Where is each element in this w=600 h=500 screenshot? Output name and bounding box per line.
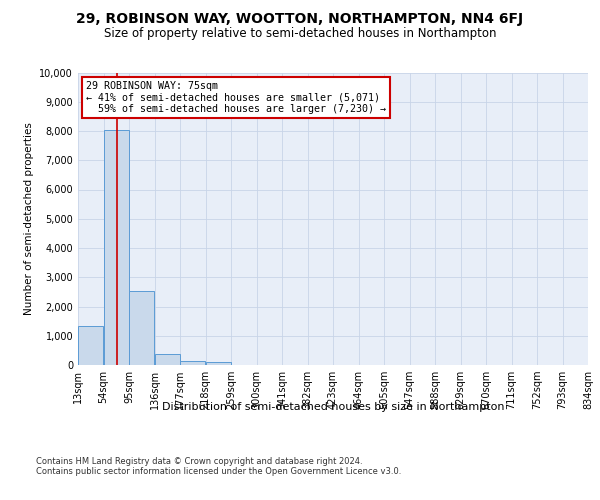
Text: Size of property relative to semi-detached houses in Northampton: Size of property relative to semi-detach…: [104, 28, 496, 40]
Bar: [104, 130, 129, 365]
Text: Distribution of semi-detached houses by size in Northampton: Distribution of semi-detached houses by …: [162, 402, 504, 412]
Text: 29 ROBINSON WAY: 75sqm
← 41% of semi-detached houses are smaller (5,071)
  59% o: 29 ROBINSON WAY: 75sqm ← 41% of semi-det…: [86, 82, 386, 114]
Bar: [180, 361, 205, 365]
Bar: [205, 362, 231, 365]
Bar: [155, 354, 180, 365]
Bar: [129, 291, 154, 365]
Bar: [78, 326, 103, 365]
Text: Contains public sector information licensed under the Open Government Licence v3: Contains public sector information licen…: [36, 468, 401, 476]
Text: 29, ROBINSON WAY, WOOTTON, NORTHAMPTON, NN4 6FJ: 29, ROBINSON WAY, WOOTTON, NORTHAMPTON, …: [76, 12, 524, 26]
Text: Contains HM Land Registry data © Crown copyright and database right 2024.: Contains HM Land Registry data © Crown c…: [36, 458, 362, 466]
Y-axis label: Number of semi-detached properties: Number of semi-detached properties: [24, 122, 34, 315]
